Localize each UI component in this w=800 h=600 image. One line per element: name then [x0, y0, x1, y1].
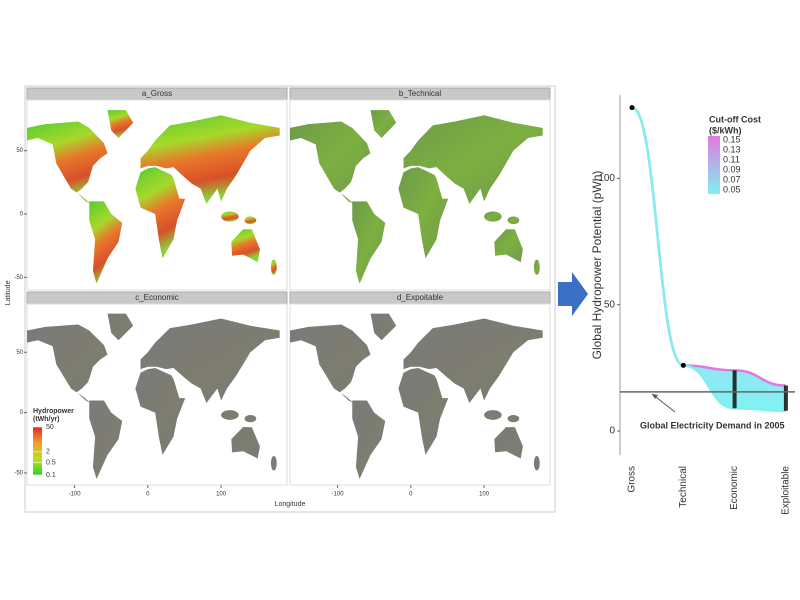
panel-title: d_Expoitable — [397, 293, 444, 302]
x-tick-label: 100 — [216, 492, 227, 498]
y-tick-label: 0 — [20, 212, 24, 218]
point — [680, 362, 686, 368]
annotation-arrowhead — [652, 394, 658, 399]
legend-title: Cut-off Cost — [709, 114, 761, 124]
legend-label: 0.05 — [723, 184, 741, 194]
x-axis-title: Longitude — [275, 501, 306, 508]
y-tick-label: 100 — [598, 173, 615, 184]
legend-tick-label: 50 — [46, 424, 54, 431]
y-tick-label: -50 — [14, 275, 23, 281]
panel-title: c_Economic — [135, 293, 179, 302]
legend-title: ($/kWh) — [709, 125, 742, 135]
x-tick-label: Gross — [627, 466, 638, 493]
y-axis-title: Latitude — [5, 280, 12, 305]
x-tick-label: -100 — [69, 492, 82, 498]
legend-tick-label: 2 — [46, 449, 50, 456]
y-tick-label: -50 — [14, 471, 23, 477]
y-axis-title: Global Hydropower Potential (pWh) — [590, 171, 604, 360]
panel-title: b_Technical — [399, 89, 441, 98]
point — [629, 105, 635, 111]
y-tick-label: 0 — [20, 410, 24, 416]
x-tick-label: 0 — [146, 492, 150, 498]
y-tick-label: 50 — [16, 350, 23, 356]
panel-title: a_Gross — [142, 89, 172, 98]
legend-title: (tWh/yr) — [33, 416, 59, 423]
legend-label: 0.11 — [723, 154, 740, 164]
legend-tick-label: 0.5 — [46, 459, 56, 466]
y-tick-label: 0 — [609, 426, 615, 437]
arrow — [558, 272, 588, 316]
x-tick-label: Economic — [729, 466, 740, 510]
x-tick-label: 0 — [409, 492, 413, 498]
legend-tick-label: 0.1 — [46, 472, 56, 479]
x-tick-label: -100 — [332, 492, 345, 498]
x-tick-label: Technical — [678, 466, 689, 508]
x-tick-label: 100 — [479, 492, 490, 498]
legend-colorbar — [708, 136, 720, 194]
legend-label: 0.09 — [723, 164, 741, 174]
legend-colorbar — [33, 427, 42, 475]
x-tick-label: Exploitable — [781, 466, 792, 515]
y-tick-label: 50 — [16, 148, 23, 154]
demand-label: Global Electricity Demand in 2005 — [640, 420, 785, 430]
legend-label: 0.15 — [723, 134, 741, 144]
legend-label: 0.13 — [723, 144, 741, 154]
y-tick-label: 50 — [604, 299, 616, 310]
legend-label: 0.07 — [723, 174, 741, 184]
legend-title: Hydropower — [33, 408, 74, 415]
